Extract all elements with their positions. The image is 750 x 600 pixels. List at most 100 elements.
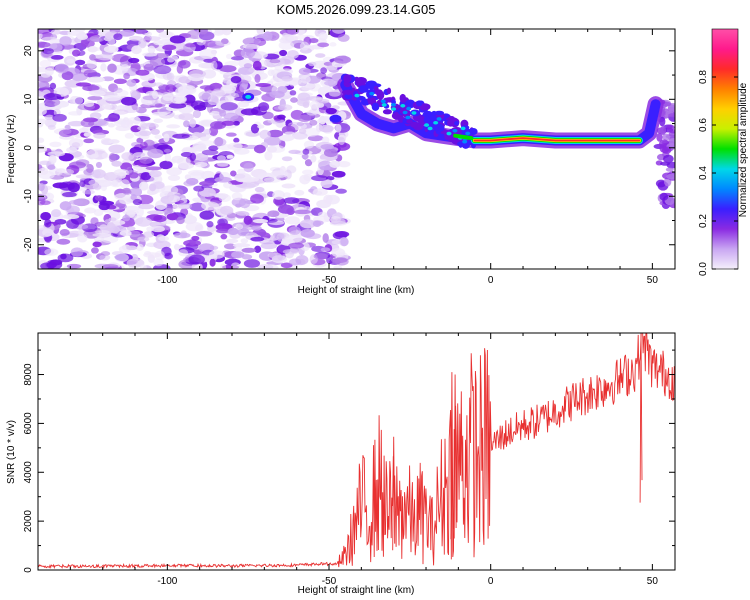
noise-blob bbox=[92, 232, 111, 238]
colorbar: 0.0 0.2 0.4 0.6 0.8 Normalized spectral ampl… bbox=[698, 28, 749, 276]
noise-blob bbox=[172, 133, 190, 139]
noise-blob bbox=[124, 205, 140, 212]
noise-blob bbox=[50, 55, 64, 60]
trace-cluster bbox=[458, 141, 463, 148]
noise-blob bbox=[253, 144, 266, 154]
noise-blob bbox=[113, 33, 123, 41]
noise-blob bbox=[189, 171, 204, 181]
noise-blob bbox=[211, 88, 225, 98]
noise-blob bbox=[154, 134, 162, 140]
trace-cluster bbox=[344, 93, 353, 100]
noise-blob bbox=[44, 248, 59, 256]
noise-blob bbox=[92, 184, 102, 190]
noise-blob bbox=[122, 189, 132, 195]
noise-blob bbox=[169, 35, 186, 44]
noise-blob bbox=[137, 206, 144, 217]
noise-blob bbox=[182, 146, 197, 153]
noise-blob bbox=[221, 120, 235, 126]
noise-blob bbox=[93, 208, 104, 217]
x-tick-label: -50 bbox=[322, 275, 337, 286]
noise-blob bbox=[195, 152, 209, 162]
noise-blob bbox=[308, 61, 317, 67]
y-tick-label: 2000 bbox=[23, 510, 34, 533]
noise-blob bbox=[135, 69, 150, 76]
noise-blob bbox=[269, 58, 281, 64]
spectrogram-frame bbox=[37, 28, 676, 270]
noise-blob bbox=[70, 247, 84, 257]
colorbar-tick-label: 0.6 bbox=[698, 118, 709, 132]
noise-blob bbox=[103, 45, 119, 53]
noise-blob bbox=[83, 138, 95, 144]
colorbar-ticks: 0.0 0.2 0.4 0.6 0.8 bbox=[698, 70, 738, 276]
noise-blob bbox=[185, 43, 197, 48]
noise-blob bbox=[263, 177, 281, 183]
noise-blob bbox=[225, 132, 237, 137]
noise-blob bbox=[75, 82, 92, 87]
y-tick-label: 10 bbox=[23, 93, 34, 105]
noise-blob bbox=[322, 233, 329, 243]
noise-blob bbox=[224, 95, 235, 102]
noise-blob bbox=[107, 114, 119, 122]
noise-blob bbox=[309, 119, 318, 126]
noise-blob bbox=[216, 162, 229, 167]
trace-band-early bbox=[453, 133, 474, 141]
noise-blob bbox=[153, 118, 164, 124]
noise-blob bbox=[338, 136, 346, 146]
noise-blob bbox=[332, 218, 346, 225]
noise-blob bbox=[331, 170, 346, 178]
x-tick-label: 50 bbox=[647, 576, 659, 587]
noise-blob bbox=[231, 262, 241, 269]
noise-blob bbox=[86, 59, 98, 69]
trace-bright bbox=[354, 93, 360, 98]
snr-panel: -100 -50 0 50 0 2000 4000 6000 8000 Height of st… bbox=[6, 332, 676, 596]
noise-blob bbox=[67, 182, 80, 193]
noise-blob bbox=[139, 264, 147, 269]
noise-blob bbox=[268, 145, 286, 153]
noise-blob bbox=[190, 100, 206, 109]
noise-blob bbox=[334, 231, 350, 238]
noise-blob bbox=[166, 124, 181, 129]
noise-blob bbox=[296, 121, 305, 127]
noise-blob bbox=[42, 228, 54, 237]
noise-blob bbox=[111, 160, 123, 167]
noise-blob bbox=[259, 129, 271, 140]
noise-blob bbox=[208, 145, 219, 151]
noise-blob bbox=[114, 193, 131, 201]
trace-bright bbox=[411, 111, 417, 115]
noise-blob bbox=[669, 129, 675, 134]
noise-blob bbox=[75, 59, 86, 66]
noise-blob bbox=[143, 63, 154, 72]
noise-blob bbox=[88, 89, 106, 96]
noise-blob bbox=[46, 261, 57, 269]
snr-line bbox=[38, 333, 675, 570]
noise-blob bbox=[49, 141, 62, 148]
trace-bright bbox=[391, 102, 397, 107]
noise-blob bbox=[662, 133, 671, 141]
noise-blob bbox=[199, 48, 217, 59]
noise-blob bbox=[47, 151, 66, 157]
x-tick-label: -100 bbox=[157, 576, 177, 587]
noise-blob bbox=[337, 160, 351, 168]
noise-blob bbox=[129, 35, 143, 42]
noise-blob bbox=[62, 214, 80, 220]
noise-blob bbox=[277, 114, 286, 120]
noise-blob bbox=[87, 96, 103, 101]
noise-blob bbox=[92, 241, 102, 248]
noise-blob bbox=[178, 249, 189, 257]
noise-blob bbox=[56, 168, 66, 173]
noise-blob bbox=[310, 155, 317, 163]
noise-blob bbox=[288, 149, 301, 155]
y-tick-label: 20 bbox=[23, 45, 34, 57]
noise-blob bbox=[320, 67, 327, 74]
noise-blob bbox=[189, 152, 197, 162]
noise-blob bbox=[140, 122, 159, 130]
noise-blob bbox=[75, 32, 88, 39]
noise-blob bbox=[183, 94, 196, 105]
trace-cluster bbox=[447, 133, 455, 143]
noise-blob bbox=[145, 166, 162, 171]
noise-blob bbox=[113, 89, 129, 97]
noise-blob bbox=[278, 104, 293, 111]
snr-series bbox=[38, 333, 675, 570]
